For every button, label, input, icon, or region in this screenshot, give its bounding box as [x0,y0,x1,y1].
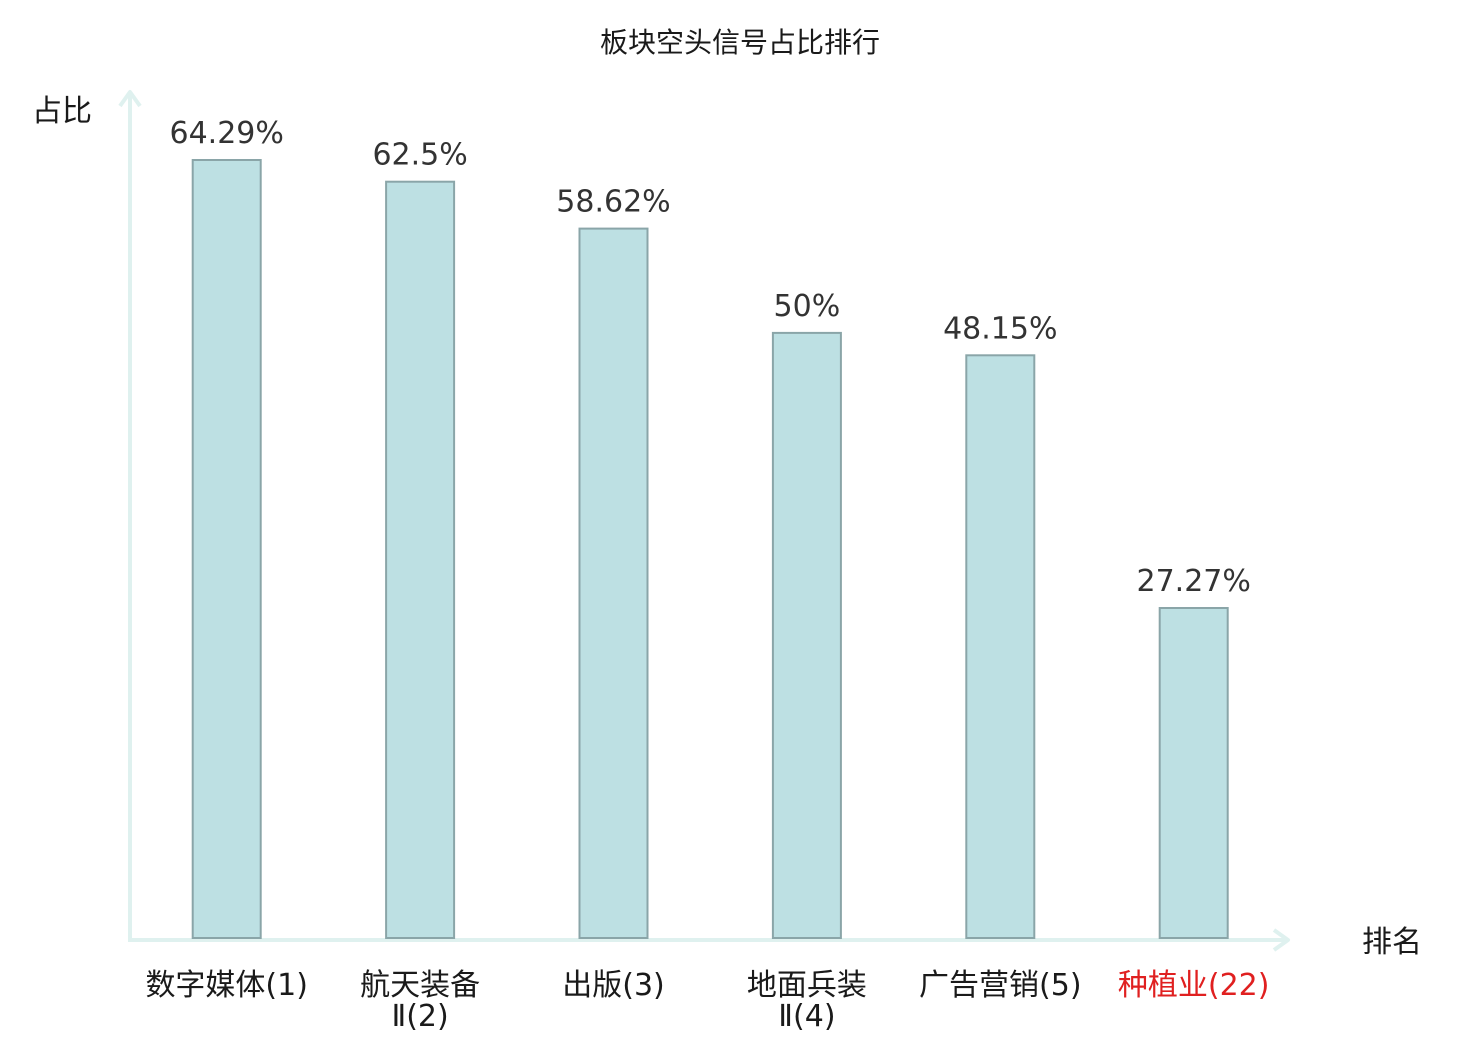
y-axis-label: 占比 [32,94,92,129]
bar-value-label: 58.62% [556,185,670,220]
bar [385,180,456,939]
category-label: 广告营销(5) [919,968,1082,1003]
bar-value-label: 27.27% [1137,564,1251,599]
bars [191,159,1229,940]
bar-value-label: 50% [774,289,841,324]
x-axis-arrow [1272,928,1290,952]
bar [965,354,1036,939]
bar-value-label: 62.5% [372,138,467,173]
category-label: 数字媒体(1) [145,968,308,1003]
category-labels: 数字媒体(1) 航天装备 Ⅱ(2) 出版(3) 地面兵装 Ⅱ(4) 广告营销(5) 种植业(2… [145,968,1269,1034]
y-axis: 占比 [32,90,142,940]
bar-value-label: 48.15% [943,311,1057,346]
bar [771,331,842,939]
x-axis-label: 排名 [1362,925,1422,960]
category-label: 地面兵装 Ⅱ(4) [747,968,867,1034]
category-label: 种植业(22) [1118,968,1270,1003]
y-axis-arrow [118,90,142,108]
category-label: 出版(3) [562,968,665,1003]
chart-title: 板块空头信号占比排行 [600,26,880,59]
bar [191,159,262,939]
bar-value-label: 64.29% [170,116,284,151]
bar [578,227,649,940]
x-axis: 排名 [128,925,1422,960]
category-label: 航天装备 Ⅱ(2) [360,968,480,1034]
value-labels: 64.29% 62.5% 58.62% 50% 48.15% 27.27% [170,116,1251,599]
bar [1158,607,1229,939]
